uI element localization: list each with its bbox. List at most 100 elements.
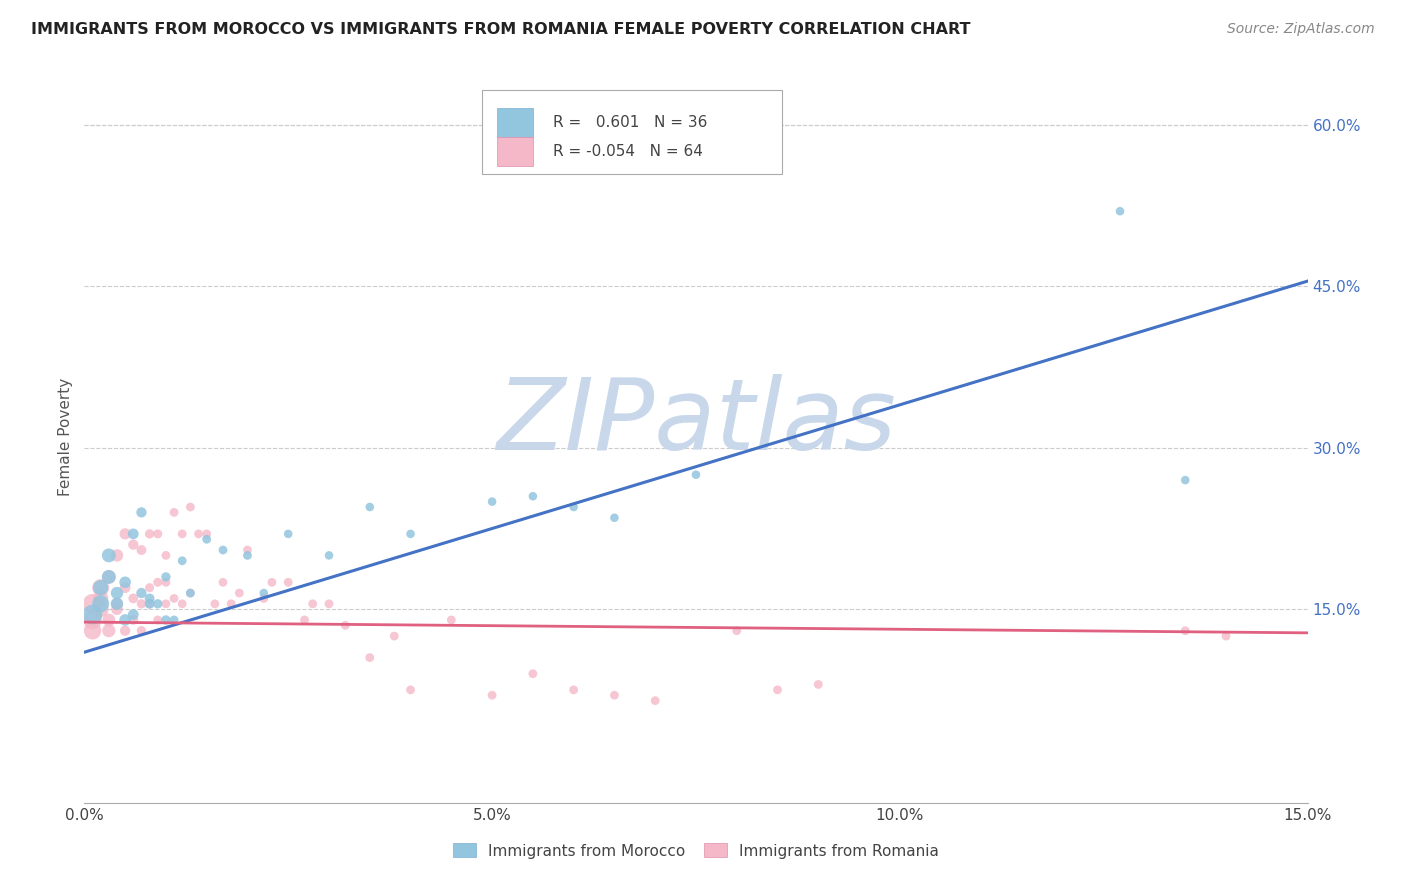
Point [228, 586, 250, 600]
Point [82, 607, 104, 622]
Point [187, 527, 209, 541]
Text: R = -0.054   N = 64: R = -0.054 N = 64 [553, 145, 703, 160]
Point [685, 467, 707, 482]
Point [131, 505, 153, 519]
Point [440, 613, 463, 627]
Point [131, 586, 153, 600]
FancyBboxPatch shape [496, 108, 533, 137]
Point [277, 527, 299, 541]
Point [318, 549, 340, 563]
Text: ZIPatlas: ZIPatlas [496, 374, 896, 471]
Point [179, 586, 201, 600]
Point [359, 650, 381, 665]
Point [122, 527, 145, 541]
Point [294, 613, 316, 627]
Point [122, 538, 145, 552]
Point [114, 527, 136, 541]
Point [131, 543, 153, 558]
Point [155, 570, 177, 584]
Point [97, 570, 120, 584]
Point [277, 575, 299, 590]
Point [155, 575, 177, 590]
Point [807, 677, 830, 691]
Point [114, 581, 136, 595]
Point [138, 597, 160, 611]
Point [163, 591, 186, 606]
Point [90, 581, 112, 595]
Text: IMMIGRANTS FROM MOROCCO VS IMMIGRANTS FROM ROMANIA FEMALE POVERTY CORRELATION CH: IMMIGRANTS FROM MOROCCO VS IMMIGRANTS FR… [31, 22, 970, 37]
FancyBboxPatch shape [482, 90, 782, 174]
Point [138, 527, 160, 541]
Point [155, 549, 177, 563]
Point [644, 693, 666, 707]
Point [179, 500, 201, 514]
Point [122, 591, 145, 606]
Point [195, 527, 218, 541]
Point [481, 494, 503, 508]
Point [82, 613, 104, 627]
Point [122, 613, 145, 627]
Point [105, 597, 128, 611]
Point [90, 591, 112, 606]
Text: Source: ZipAtlas.com: Source: ZipAtlas.com [1227, 22, 1375, 37]
Point [172, 527, 194, 541]
Point [146, 575, 169, 590]
Point [382, 629, 405, 643]
Point [97, 549, 120, 563]
Y-axis label: Female Poverty: Female Poverty [58, 378, 73, 496]
Point [97, 624, 120, 638]
Point [766, 682, 789, 697]
Point [90, 581, 112, 595]
Point [105, 586, 128, 600]
Point [131, 624, 153, 638]
Point [219, 597, 242, 611]
Point [1215, 629, 1237, 643]
Point [204, 597, 226, 611]
Point [163, 613, 186, 627]
Point [105, 597, 128, 611]
Point [562, 682, 585, 697]
Point [335, 618, 357, 632]
Point [146, 613, 169, 627]
Point [146, 597, 169, 611]
Point [1109, 204, 1132, 219]
Point [179, 586, 201, 600]
Point [114, 575, 136, 590]
Point [90, 597, 112, 611]
Point [481, 688, 503, 702]
Text: R =   0.601   N = 36: R = 0.601 N = 36 [553, 115, 707, 130]
Point [301, 597, 323, 611]
Point [1174, 473, 1197, 487]
Point [522, 666, 544, 681]
Point [105, 549, 128, 563]
Point [155, 613, 177, 627]
Point [90, 602, 112, 616]
Point [172, 597, 194, 611]
Point [138, 597, 160, 611]
Point [399, 682, 422, 697]
Point [122, 607, 145, 622]
Point [253, 591, 276, 606]
Point [163, 505, 186, 519]
Point [138, 581, 160, 595]
Point [82, 597, 104, 611]
Point [399, 527, 422, 541]
Point [318, 597, 340, 611]
Point [212, 543, 235, 558]
Point [212, 575, 235, 590]
Point [105, 602, 128, 616]
Point [260, 575, 283, 590]
Point [725, 624, 748, 638]
Point [253, 586, 276, 600]
Point [359, 500, 381, 514]
Point [603, 510, 626, 524]
Point [146, 527, 169, 541]
Point [97, 570, 120, 584]
Point [603, 688, 626, 702]
Point [1174, 624, 1197, 638]
Point [522, 489, 544, 503]
Point [114, 613, 136, 627]
Point [155, 597, 177, 611]
Point [97, 613, 120, 627]
Point [562, 500, 585, 514]
